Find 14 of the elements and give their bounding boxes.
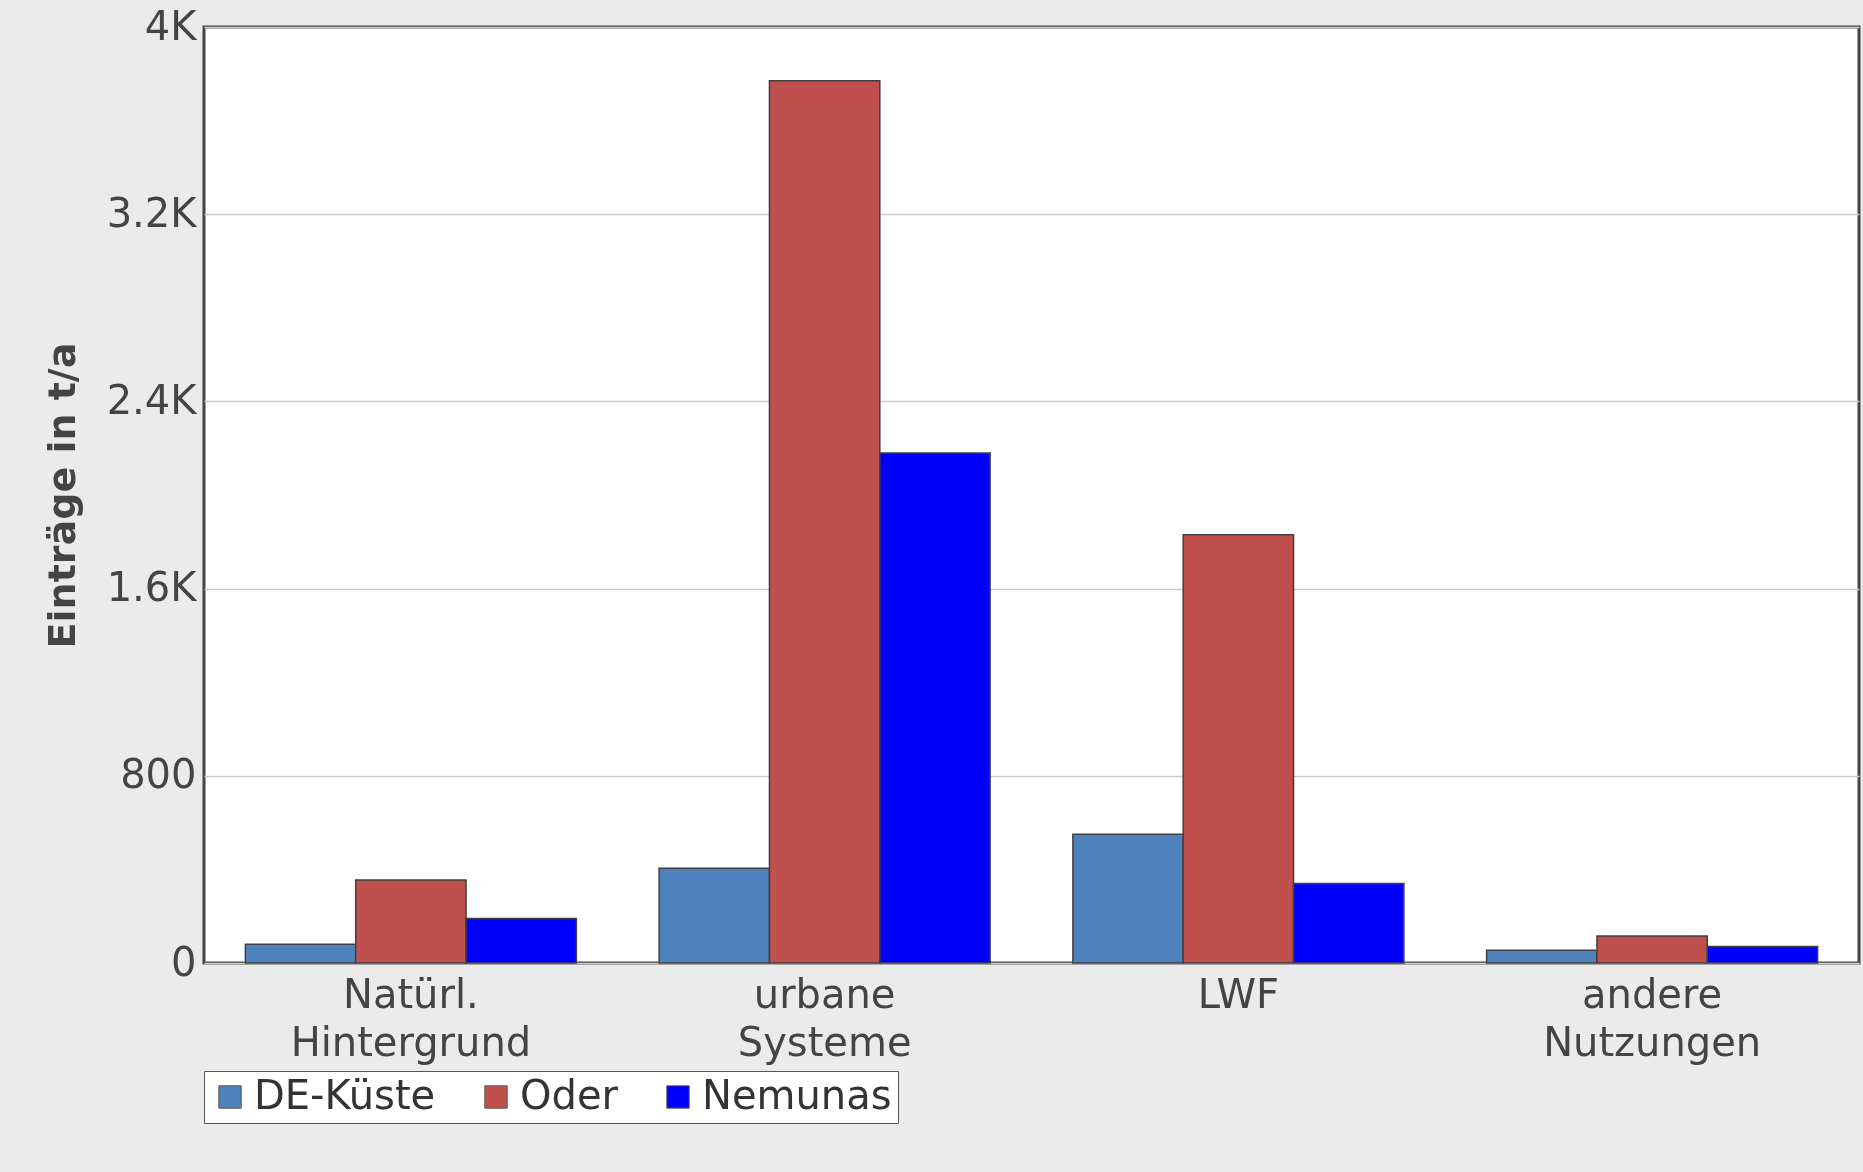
x-tick-label: andere Nutzungen	[1543, 970, 1762, 1065]
y-axis-title: Einträge in t/a	[39, 342, 84, 649]
legend-label: Oder	[520, 1072, 619, 1118]
y-tick-label: 3.2K	[106, 189, 199, 236]
legend-label: Nemunas	[702, 1072, 892, 1118]
y-tick-label: 1.6K	[106, 564, 199, 611]
x-tick-label: urbane Systeme	[737, 970, 912, 1065]
y-tick-label: 4K	[144, 2, 199, 49]
y-tick-label: 2.4K	[106, 376, 199, 423]
y-tick-label: 0	[171, 938, 197, 985]
legend-label: DE-Küste	[254, 1072, 436, 1118]
x-tick-label: LWF	[1197, 970, 1279, 1017]
x-tick-label: Natürl. Hintergrund	[290, 970, 532, 1065]
y-tick-label: 800	[120, 751, 197, 798]
